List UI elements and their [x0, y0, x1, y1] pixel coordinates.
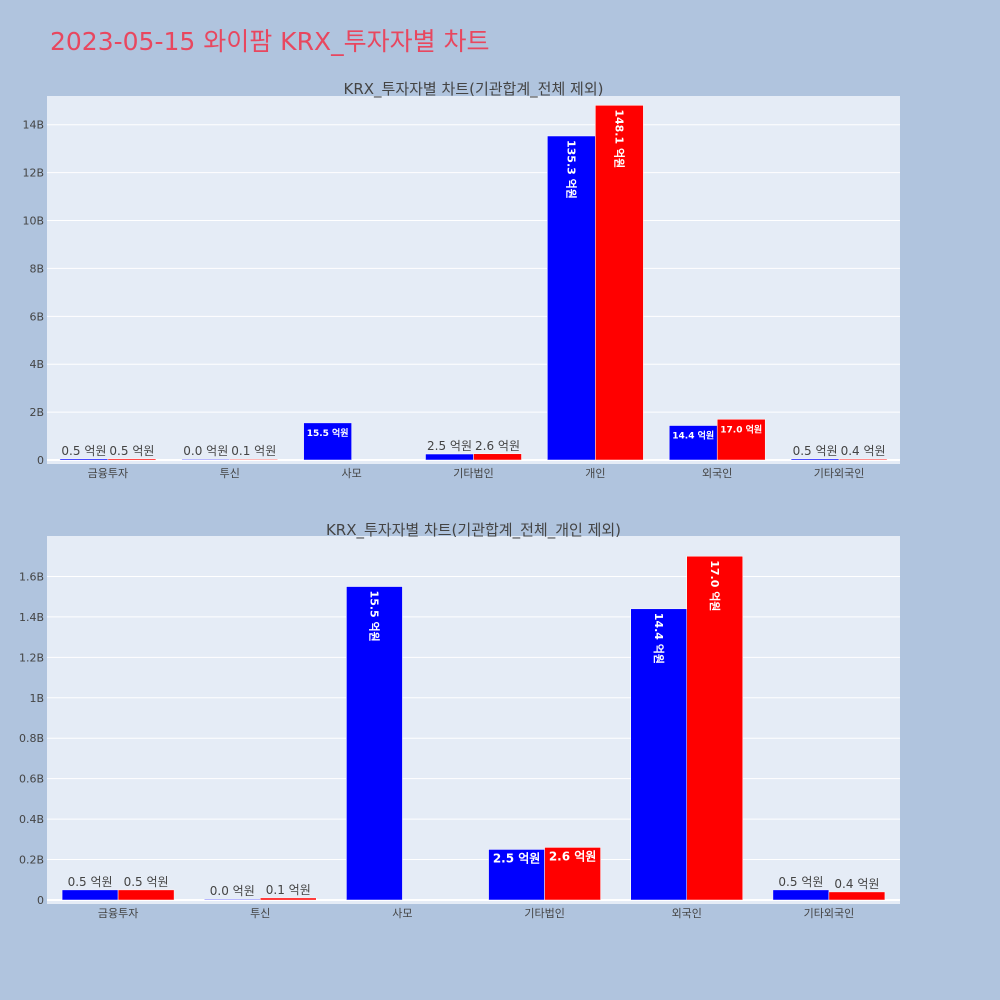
- data-label: 2.5 억원: [427, 439, 472, 453]
- data-label: 0.1 억원: [231, 444, 276, 458]
- y-tick-label: 14B: [22, 119, 44, 132]
- bar-금융투자-s1: [59, 458, 109, 461]
- data-label: 148.1 억원: [612, 109, 626, 168]
- data-label: 2.5 억원: [493, 851, 541, 865]
- bar-개인-s2: [595, 105, 644, 461]
- data-label: 0.5 억원: [778, 875, 823, 889]
- x-tick-label: 금융투자: [98, 907, 138, 920]
- y-tick-label: 4B: [29, 358, 44, 371]
- y-tick-label: 12B: [22, 167, 44, 180]
- data-label: 2.6 억원: [475, 439, 520, 453]
- y-tick-label: 0: [37, 894, 44, 907]
- y-tick-label: 0.6B: [19, 773, 44, 786]
- data-label: 0.5 억원: [109, 444, 154, 458]
- y-tick-label: 8B: [29, 262, 44, 275]
- bar-사모-s1: [303, 422, 352, 461]
- x-tick-label: 투신: [220, 467, 240, 480]
- bar-기타법인-s1: [488, 849, 545, 901]
- bar-투신-s2: [260, 897, 317, 901]
- y-tick-label: 1.4B: [19, 611, 44, 624]
- x-tick-label: 기타외국인: [804, 907, 855, 920]
- bar-기타외국인-s1: [790, 458, 840, 461]
- y-tick-label: 10B: [22, 215, 44, 228]
- chart-title: KRX_투자자별 차트(기관합계_전체 제외): [344, 80, 604, 99]
- x-tick-label: 사모: [342, 467, 362, 480]
- data-label: 135.3 억원: [564, 140, 578, 199]
- y-tick-label: 1.6B: [19, 570, 44, 583]
- bar-투신-s1: [204, 898, 261, 901]
- plot-background: [47, 536, 900, 904]
- data-label: 14.4 억원: [652, 613, 666, 664]
- y-tick-label: 6B: [29, 310, 44, 323]
- bar-기타외국인-s1: [772, 889, 830, 901]
- data-label: 17.0 억원: [708, 560, 722, 611]
- chart-2: 0 0.2B 0.4B 0.6B 0.8B 1B 1.2B 1.4B 1.6B KRX_투자자별 …: [19, 521, 900, 920]
- x-tick-label: 투신: [250, 907, 270, 920]
- data-label: 15.5 억원: [307, 427, 349, 439]
- data-label: 0.4 억원: [834, 877, 879, 891]
- chart-title: KRX_투자자별 차트(기관합계_전체_개인 제외): [326, 521, 621, 540]
- bar-외국인-s2: [716, 419, 766, 461]
- bar-사모-s1: [346, 586, 403, 901]
- bar-외국인-s1: [630, 608, 687, 901]
- y-tick-label: 1.2B: [19, 651, 44, 664]
- data-label: 2.6 억원: [549, 849, 597, 863]
- y-tick-label: 0: [37, 454, 44, 467]
- x-tick-label: 개인: [585, 467, 605, 480]
- data-label: 15.5 억원: [367, 591, 381, 642]
- data-label: 14.4 억원: [672, 430, 714, 442]
- data-label: 0.1 억원: [266, 883, 311, 897]
- bar-금융투자-s1: [61, 889, 119, 901]
- x-tick-label: 금융투자: [88, 467, 128, 480]
- data-label: 0.0 억원: [210, 884, 255, 898]
- x-tick-label: 외국인: [672, 907, 702, 920]
- bar-금융투자-s2: [107, 458, 157, 461]
- x-tick-label: 기타법인: [453, 467, 493, 480]
- bar-기타법인-s2: [473, 453, 522, 461]
- y-tick-label: 1B: [29, 692, 44, 705]
- data-label: 0.4 억원: [841, 444, 886, 458]
- bar-기타법인-s1: [425, 453, 474, 461]
- plot-background: [47, 96, 900, 464]
- bar-외국인-s1: [668, 425, 718, 461]
- bar-투신-s2: [229, 458, 279, 461]
- x-tick-label: 기타외국인: [814, 467, 865, 480]
- bar-기타법인-s2: [544, 847, 601, 901]
- data-label: 0.5 억원: [68, 875, 113, 889]
- bar-투신-s1: [181, 458, 231, 461]
- data-label: 0.0 억원: [183, 444, 228, 458]
- x-tick-label: 사모: [392, 907, 412, 920]
- data-label: 17.0 억원: [720, 423, 762, 435]
- page-title: 2023-05-15 와이팜 KRX_투자자별 차트: [50, 27, 490, 56]
- data-label: 0.5 억원: [793, 444, 838, 458]
- bar-외국인-s2: [686, 555, 743, 901]
- bar-기타외국인-s2: [838, 458, 888, 461]
- data-label: 0.5 억원: [124, 875, 169, 889]
- y-tick-label: 0.8B: [19, 732, 44, 745]
- y-tick-label: 0.4B: [19, 813, 44, 826]
- bar-개인-s1: [547, 135, 596, 461]
- data-label: 0.5 억원: [61, 444, 106, 458]
- bar-기타외국인-s2: [828, 891, 886, 901]
- y-tick-label: 2B: [29, 406, 44, 419]
- chart-1: 0 2B 4B 6B 8B 10B 12B 14B KRX_투자자별 차트(기관합계_전체 제외…: [22, 80, 900, 480]
- x-tick-label: 기타법인: [524, 907, 564, 920]
- x-tick-label: 외국인: [702, 467, 732, 480]
- y-tick-label: 0.2B: [19, 854, 44, 867]
- bar-금융투자-s2: [117, 889, 175, 901]
